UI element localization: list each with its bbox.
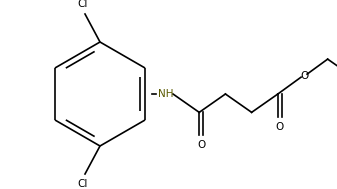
Text: O: O xyxy=(197,140,205,150)
Text: O: O xyxy=(300,71,308,81)
Text: Cl: Cl xyxy=(78,0,88,9)
Text: O: O xyxy=(276,122,284,132)
Text: NH: NH xyxy=(158,89,174,99)
Text: Cl: Cl xyxy=(78,179,88,189)
